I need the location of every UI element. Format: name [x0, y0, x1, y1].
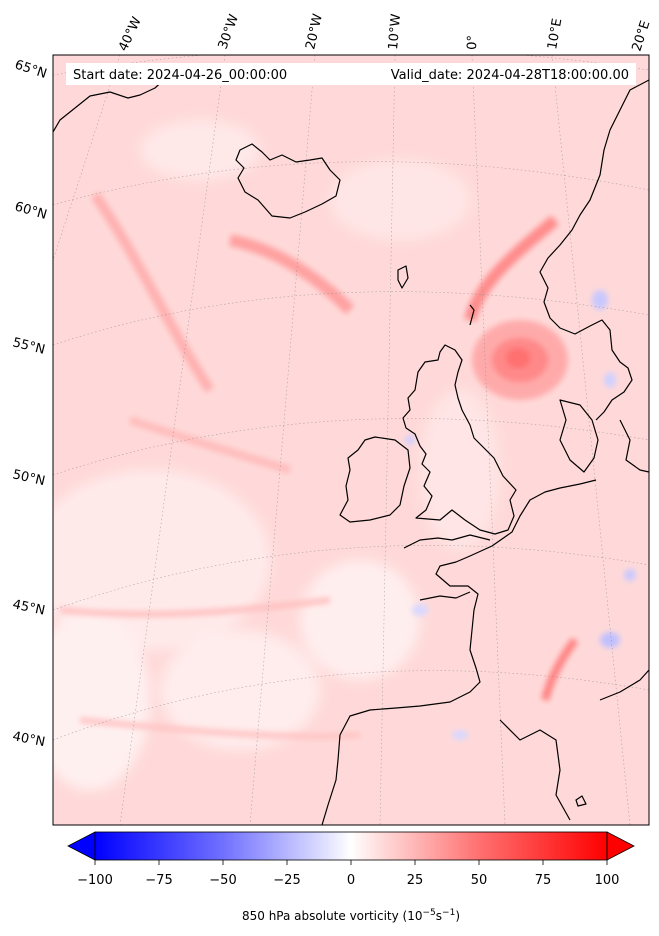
- colorbar-tick-label: −50: [209, 873, 236, 888]
- colorbar-label-text: 850 hPa absolute vorticity (10: [242, 909, 423, 923]
- ireland-coast: [339, 436, 411, 523]
- faroe-islands: [397, 265, 409, 289]
- colorbar-ticks: −100 −75 −50 −25 0 25 50 75 100: [77, 860, 619, 888]
- start-date-label: Start date: 2024-04-26_00:00:00: [73, 68, 287, 83]
- colorbar-label: 850 hPa absolute vorticity (10−5s−1): [242, 908, 460, 923]
- mediterranean-coast: [599, 669, 649, 701]
- colorbar-tick-label: 50: [471, 873, 488, 888]
- colorbar-label-exp2: −1: [442, 908, 455, 918]
- great-britain-coast: [402, 344, 517, 535]
- negative-vorticity-patches: [405, 290, 636, 740]
- longitude-labels: 40°W 30°W 20°W 10°W 0° 10°E 20°E: [116, 12, 653, 53]
- colorbar-label-exp1: −5: [423, 908, 436, 918]
- colorbar-extend-high: [606, 831, 635, 861]
- map-frame: [52, 54, 650, 826]
- graticule: [53, 55, 649, 825]
- lon-label-30w: 30°W: [216, 12, 242, 51]
- vorticity-low-patches: [53, 120, 500, 790]
- lat-label-65n: 65°N: [13, 58, 49, 82]
- cornwall-coast: [403, 534, 491, 549]
- colorbar-gradient: [95, 832, 607, 860]
- lat-label-50n: 50°N: [11, 467, 46, 489]
- colorbar-tick-label: −75: [145, 873, 172, 888]
- lat-label-40n: 40°N: [11, 729, 46, 750]
- iceland-coast: [235, 143, 341, 219]
- lon-label-20w: 20°W: [303, 12, 326, 50]
- colorbar-label-close: ): [455, 909, 460, 923]
- norway-coast: [539, 79, 649, 421]
- colorbar-extend-low: [67, 831, 96, 861]
- colorbar-tick-label: 0: [347, 873, 355, 888]
- coastlines: [53, 63, 649, 825]
- lat-label-55n: 55°N: [11, 335, 46, 357]
- colorbar-tick-label: 75: [535, 873, 552, 888]
- colorbar-tick-label: 25: [407, 873, 424, 888]
- lat-label-60n: 60°N: [13, 199, 49, 222]
- lat-label-45n: 45°N: [11, 597, 46, 618]
- lon-label-10e: 10°E: [545, 17, 565, 50]
- vorticity-field: [53, 55, 649, 825]
- denmark-coast: [559, 399, 599, 473]
- colorbar: −100 −75 −50 −25 0 25 50 75 100 850 hPa absolute…: [67, 831, 635, 923]
- colorbar-label-unit: s: [436, 909, 442, 923]
- lon-label-0: 0°: [465, 35, 481, 50]
- shetland-islands: [469, 304, 475, 326]
- continental-coast: [321, 479, 597, 825]
- sweden-coast: [619, 419, 649, 473]
- brittany-coast: [419, 591, 471, 601]
- iberia-east-coast: [499, 719, 571, 821]
- lon-label-10w: 10°W: [386, 13, 404, 50]
- balearic-islands: [575, 795, 587, 807]
- colorbar-tick-label: −100: [77, 873, 113, 888]
- vorticity-high-streaks: [59, 192, 579, 740]
- header-strip: [66, 63, 636, 85]
- map-axes: Start date: 2024-04-26_00:00:00 Valid_da…: [11, 12, 653, 826]
- latitude-labels: 65°N 60°N 55°N 50°N 45°N 40°N: [11, 58, 49, 751]
- colorbar-tick-label: 100: [595, 873, 620, 888]
- valid-date-label: Valid_date: 2024-04-28T18:00:00.00: [391, 68, 629, 83]
- colorbar-tick-label: −25: [273, 873, 300, 888]
- low-pressure-vortex: [472, 320, 568, 400]
- lon-label-40w: 40°W: [116, 15, 145, 54]
- lon-label-20e: 20°E: [630, 19, 654, 53]
